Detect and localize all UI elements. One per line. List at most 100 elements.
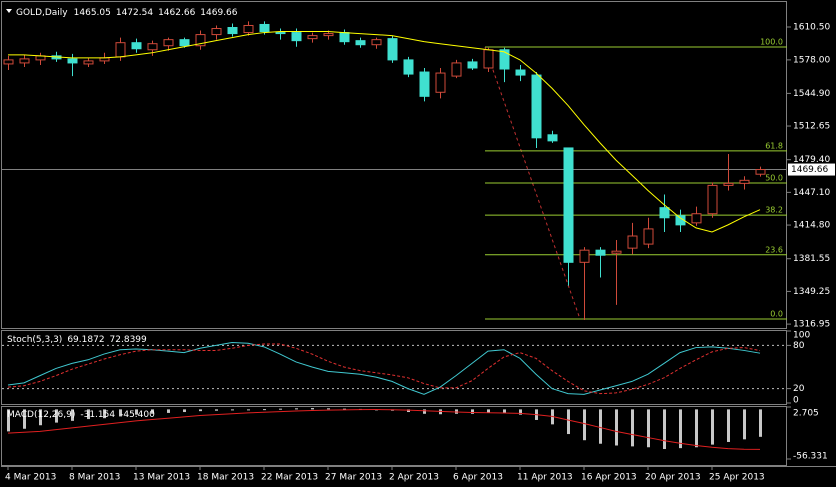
fibo-label: 38.2 — [765, 206, 783, 215]
macd-bar — [279, 408, 282, 410]
y-tick-label: 1578.00 — [793, 55, 830, 65]
x-tick-label: 16 Apr 2013 — [581, 473, 637, 483]
candle-body — [595, 249, 606, 256]
y-tick-label: 1610.50 — [793, 22, 830, 32]
candle-body — [259, 23, 270, 33]
candle-body — [83, 60, 94, 65]
x-tick-label: 6 Apr 2013 — [453, 473, 503, 483]
candle-body — [435, 72, 446, 93]
candle-body — [147, 43, 158, 51]
stoch-line — [7, 342, 761, 395]
macd-title: MACD(12,26,9) — [7, 410, 75, 420]
y-tick-label: 1349.25 — [793, 287, 830, 297]
fibo-label: 61.8 — [765, 141, 783, 150]
macd-bar — [231, 409, 234, 411]
fibo-label: 100.0 — [760, 38, 783, 47]
macd-bar — [215, 409, 218, 411]
y-tick-label: 0 — [793, 396, 799, 406]
candle-body — [467, 61, 478, 69]
macd-bar — [167, 409, 170, 413]
marks: 1610.50 1578.00 1544.90 1512.65 1479.40 1447.… — [2, 21, 835, 483]
y-tick-label: 1316.95 — [793, 320, 830, 330]
symbol: GOLD,Daily — [16, 8, 68, 18]
macd-bar — [87, 409, 90, 420]
macd-bar — [711, 409, 714, 445]
y-tick-label: 20 — [793, 384, 805, 394]
candle-body — [419, 71, 430, 97]
macd-bar — [423, 409, 426, 414]
macd-bar — [471, 409, 474, 414]
x-tick-label: 22 Mar 2013 — [261, 473, 318, 483]
macd-header: MACD(12,26,9) -31.154 -45.400 — [7, 410, 155, 420]
macd-main: -31.154 — [80, 410, 115, 420]
menu-arrow[interactable] — [6, 9, 12, 13]
candle-body — [3, 59, 14, 65]
macd-bar — [39, 409, 42, 426]
macd-bar — [343, 408, 346, 410]
macd-bar — [183, 409, 186, 413]
macd-signal: -45.400 — [120, 410, 155, 420]
candle-body — [563, 147, 574, 263]
candle-body — [195, 34, 206, 47]
candle-body — [19, 58, 30, 64]
candle-body — [691, 213, 702, 224]
x-tick-label: 27 Mar 2013 — [325, 473, 382, 483]
macd-bar — [327, 408, 330, 410]
macd-bar — [615, 409, 618, 446]
macd-bar — [71, 409, 74, 421]
x-tick-label: 20 Apr 2013 — [645, 473, 701, 483]
high: 1472.54 — [116, 8, 153, 18]
macd-bar — [263, 409, 266, 411]
candle-body — [579, 249, 590, 263]
macd-bar — [407, 409, 410, 413]
x-tick-label: 4 Mar 2013 — [5, 473, 56, 483]
macd-bar — [103, 409, 106, 419]
candle-body — [131, 42, 142, 50]
x-tick-label: 8 Mar 2013 — [69, 473, 120, 483]
macd-bar — [295, 408, 298, 410]
macd-signal-line — [7, 409, 761, 450]
stoch-title: Stoch(5,3,3) — [7, 335, 62, 345]
candle-body — [227, 27, 238, 35]
candle-body — [531, 74, 542, 139]
candle-body — [211, 28, 222, 36]
y-tick-label: 1544.90 — [793, 89, 830, 99]
macd-bar — [199, 409, 202, 412]
macd-bar — [151, 409, 154, 414]
stoch-line — [7, 343, 761, 395]
candle-body — [755, 169, 766, 175]
candle-body — [115, 42, 126, 58]
candle-body — [387, 38, 398, 61]
macd-bar — [567, 409, 570, 435]
macd-bar — [23, 409, 26, 429]
macd-bar — [679, 409, 682, 449]
candle-body — [515, 69, 526, 76]
macd-bar — [503, 409, 506, 414]
macd-bar — [55, 409, 58, 423]
macd-bar — [727, 409, 730, 442]
candle-body — [243, 24, 254, 34]
candle-body — [723, 182, 734, 186]
candle-body — [163, 39, 174, 47]
stoch-main: 69.1872 — [67, 335, 104, 345]
x-tick-label: 11 Apr 2013 — [517, 473, 573, 483]
stoch-signal: 72.8399 — [110, 335, 147, 345]
macd-bar — [647, 409, 650, 448]
macd-bar — [743, 409, 746, 440]
macd-bar — [663, 409, 666, 450]
macd-bar — [135, 409, 138, 415]
candle-body — [451, 62, 462, 77]
low: 1462.66 — [158, 8, 195, 18]
candle-body — [643, 228, 654, 245]
y-tick-label: 100 — [793, 331, 810, 341]
moving-average — [8, 31, 761, 233]
candle-body — [403, 59, 414, 75]
close: 1469.66 — [200, 8, 237, 18]
candle-body — [611, 250, 622, 254]
candle-body — [291, 32, 302, 42]
candle-body — [179, 39, 190, 47]
main-header: GOLD,Daily 1465.05 1472.54 1462.66 1469.66 — [16, 8, 238, 18]
candle-body — [499, 49, 510, 70]
candle-body — [739, 179, 750, 184]
